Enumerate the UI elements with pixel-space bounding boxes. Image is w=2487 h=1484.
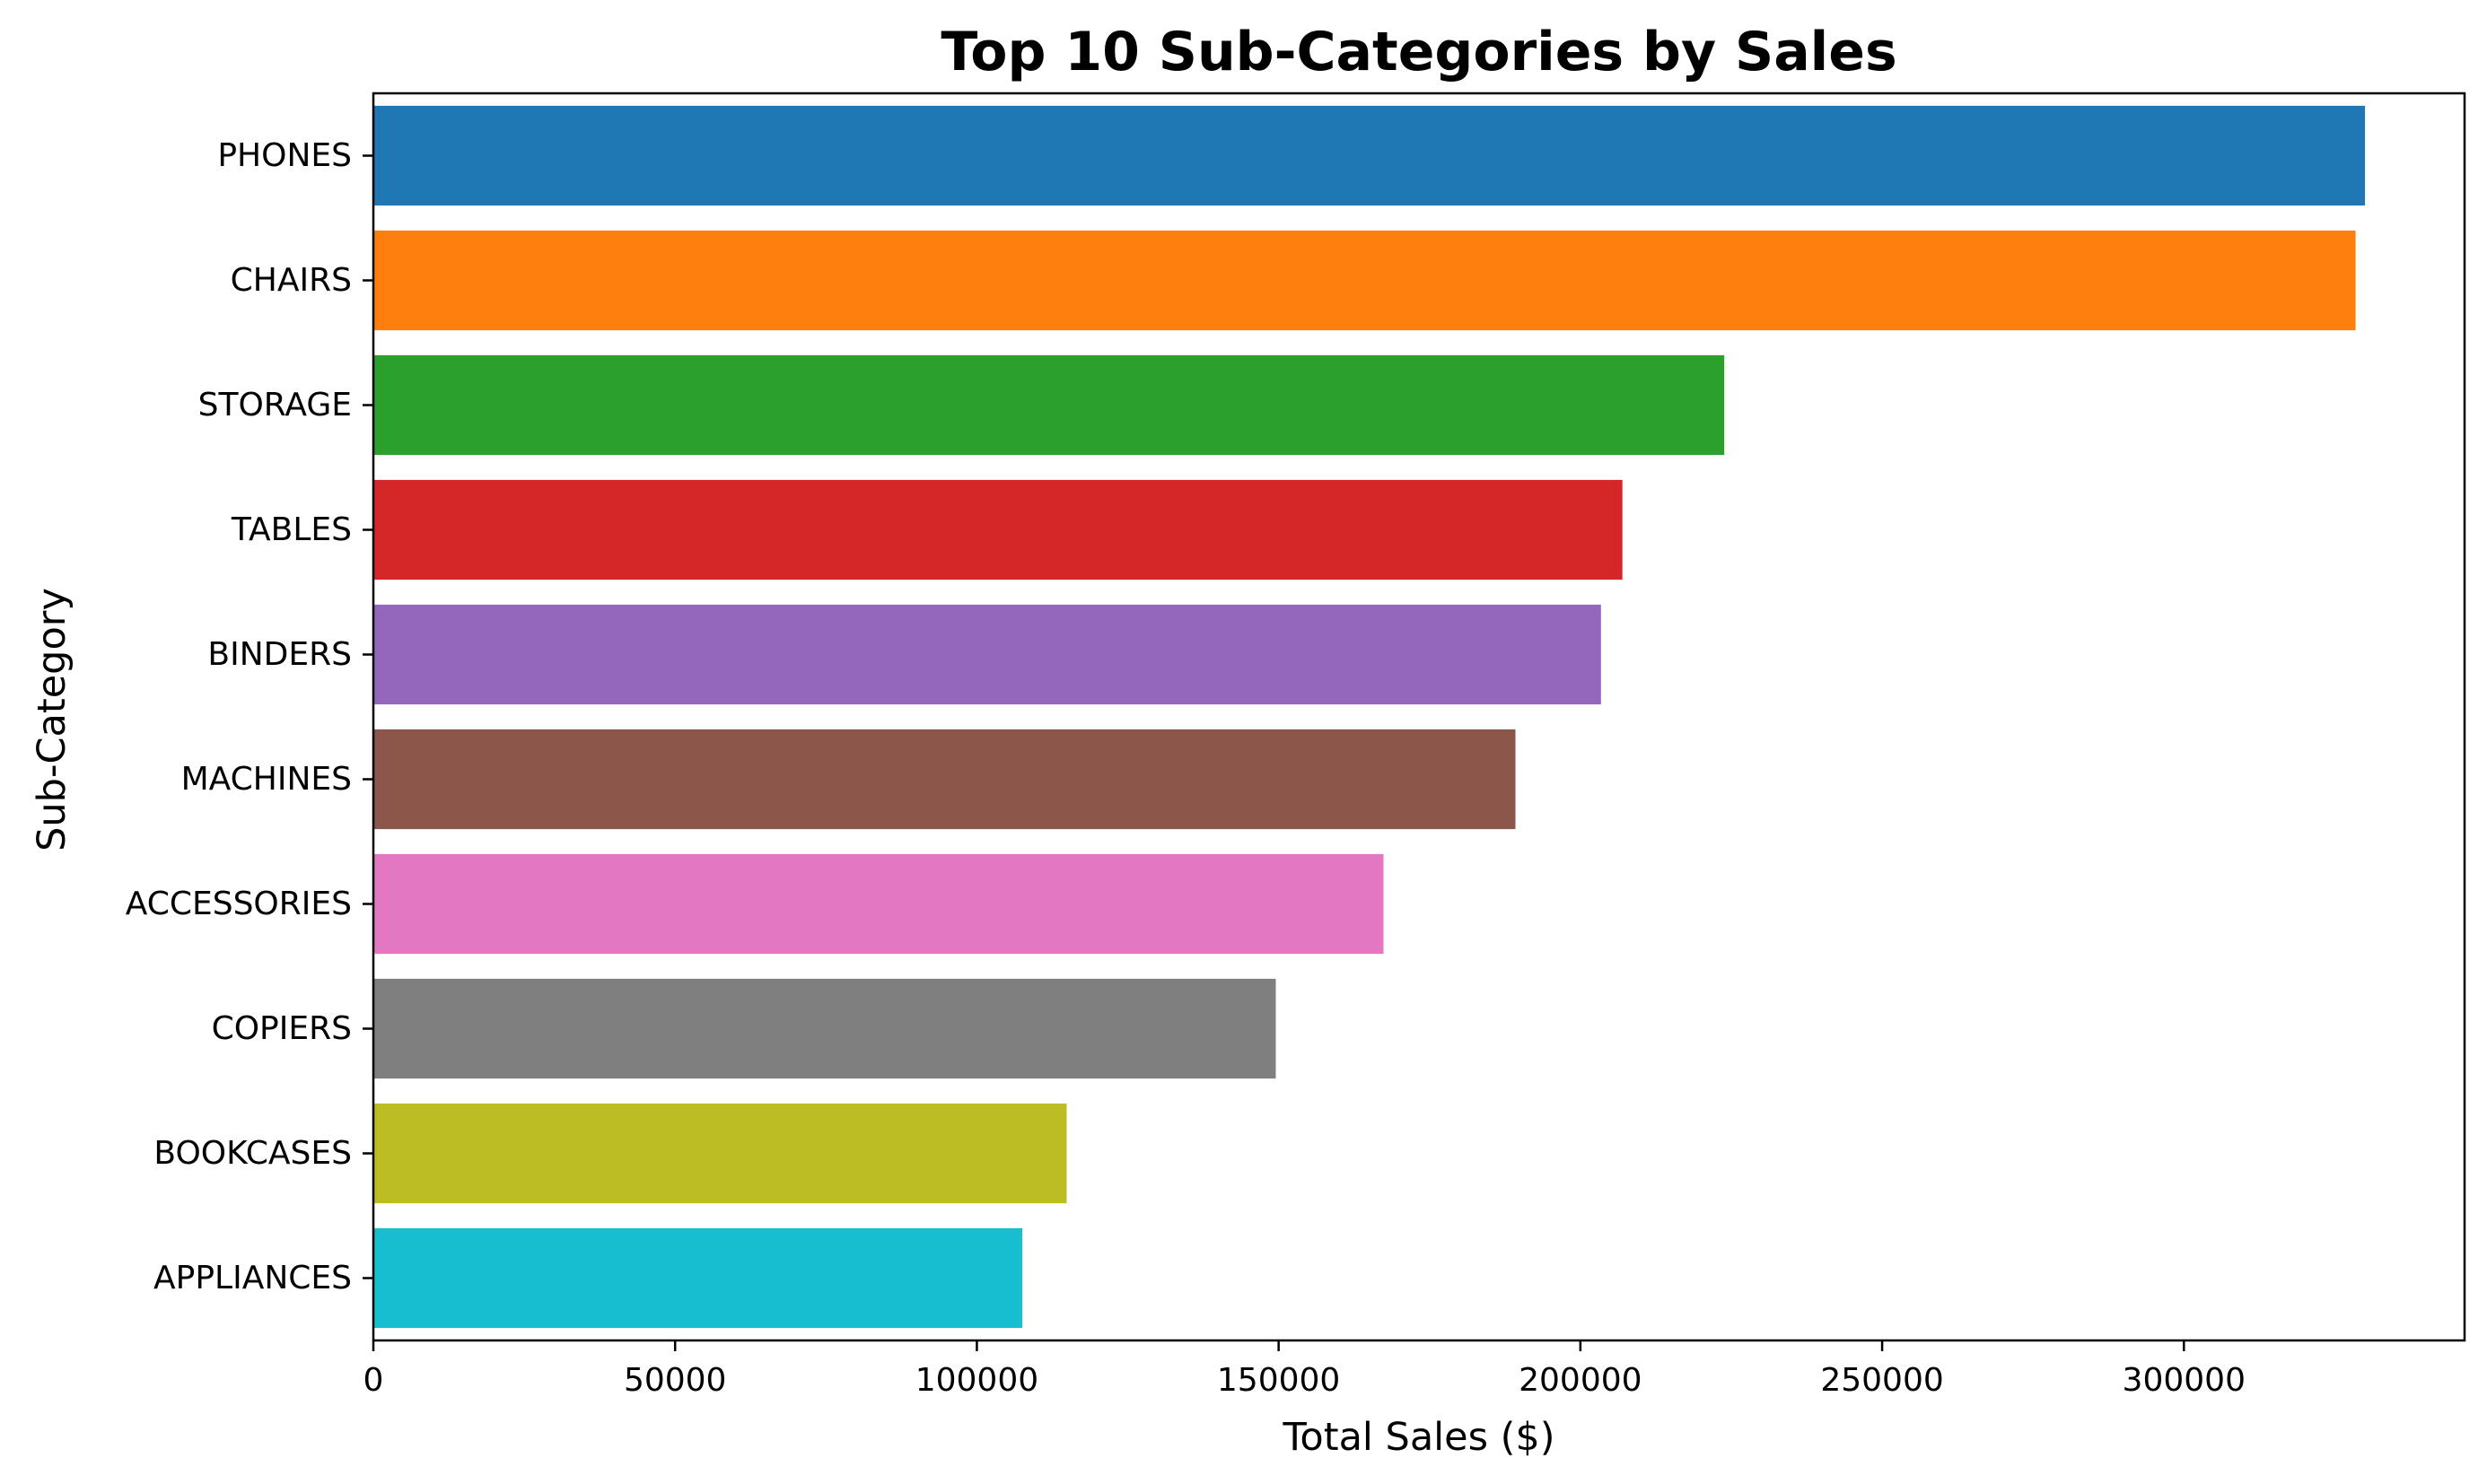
y-tick-label: STORAGE (198, 387, 352, 423)
y-tick-label: MACHINES (181, 761, 352, 798)
bar-storage (373, 354, 1725, 456)
y-tick-label: CHAIRS (231, 262, 352, 299)
chart-title: Top 10 Sub-Categories by Sales (941, 21, 1896, 83)
y-tick-label: APPLIANCES (153, 1260, 352, 1296)
x-tick-label: 50000 (624, 1362, 727, 1399)
x-tick-label: 300000 (2123, 1362, 2246, 1399)
bar-copiers (373, 978, 1276, 1079)
bar-appliances (373, 1227, 1023, 1329)
y-tick-label: BINDERS (207, 636, 352, 673)
y-tick-label: BOOKCASES (153, 1135, 352, 1172)
y-axis-label: Sub-Category (30, 588, 74, 851)
bar-tables (373, 479, 1623, 581)
bar-machines (373, 729, 1516, 830)
bar-accessories (373, 853, 1384, 955)
x-tick-label: 0 (363, 1362, 384, 1399)
y-tick-label: ACCESSORIES (126, 886, 352, 922)
x-tick-label: 250000 (1820, 1362, 1943, 1399)
x-axis: 0 50000 100000 150000 200000 250000 300000 (363, 1340, 2246, 1399)
x-tick-label: 100000 (915, 1362, 1038, 1399)
y-tick-label: TABLES (231, 511, 352, 548)
plot-frame (372, 92, 2466, 1342)
bar-chairs (373, 230, 2356, 331)
bar-binders (373, 604, 1601, 705)
y-tick-label: COPIERS (212, 1010, 352, 1047)
bars-layer (373, 105, 2366, 1329)
y-tick-label: PHONES (217, 137, 352, 174)
x-tick-label: 200000 (1519, 1362, 1642, 1399)
bar-bookcases (373, 1103, 1067, 1204)
x-axis-label: Total Sales ($) (1282, 1415, 1554, 1460)
bar-phones (373, 105, 2366, 206)
x-tick-label: 150000 (1217, 1362, 1340, 1399)
y-axis: PHONES CHAIRS STORAGE TABLES BINDERS MACHINES… (126, 137, 373, 1296)
